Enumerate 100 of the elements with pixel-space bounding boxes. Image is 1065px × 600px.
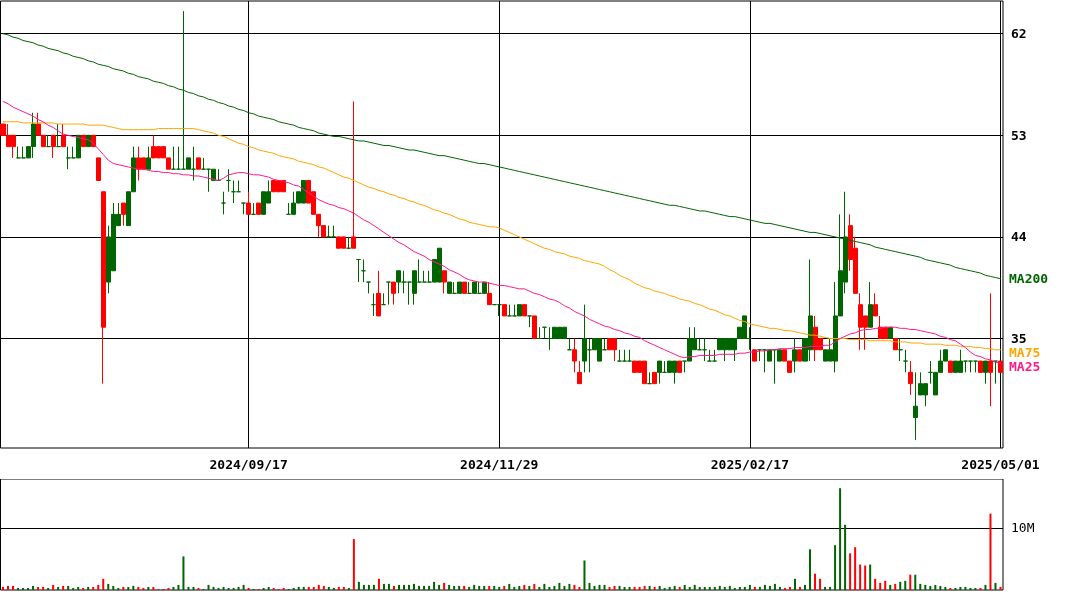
bar — [713, 586, 716, 590]
bar — [232, 587, 235, 590]
candlestick — [251, 202, 256, 215]
bar — [473, 584, 476, 590]
candlestick — [376, 270, 381, 317]
bar — [839, 488, 842, 590]
bar — [297, 586, 300, 590]
candlestick — [888, 326, 893, 340]
bar — [553, 585, 556, 590]
bar — [753, 586, 756, 590]
candlestick — [356, 258, 361, 283]
bar — [112, 585, 115, 590]
candlestick — [522, 304, 527, 317]
bar — [207, 584, 210, 590]
bar — [17, 587, 20, 590]
series-label: MA75 — [1009, 344, 1041, 360]
bar — [728, 585, 731, 590]
bar — [132, 585, 135, 590]
bar — [633, 586, 636, 590]
x-tick-label: 2024/09/17 — [209, 457, 288, 472]
bar — [212, 586, 215, 590]
bar — [107, 583, 110, 590]
bar — [327, 586, 330, 590]
bar — [568, 583, 571, 590]
bar — [453, 585, 456, 590]
bar — [518, 585, 521, 590]
bar — [944, 586, 947, 590]
candlestick — [712, 349, 717, 362]
bar — [939, 585, 942, 590]
bar — [312, 586, 315, 590]
candlestick — [76, 134, 81, 159]
bar — [488, 585, 491, 590]
bar — [874, 578, 877, 590]
bar — [904, 580, 907, 590]
bar — [603, 584, 606, 590]
bar — [854, 547, 857, 590]
bar — [743, 586, 746, 590]
candlestick — [497, 304, 502, 317]
candlestick — [998, 360, 1003, 373]
bar — [528, 585, 531, 590]
bar — [954, 587, 957, 590]
bar — [22, 587, 25, 590]
candlestick — [542, 326, 547, 340]
bar — [307, 586, 310, 590]
bar — [899, 581, 902, 590]
candlestick — [331, 225, 336, 238]
bar — [693, 584, 696, 590]
bar — [879, 582, 882, 590]
candlestick — [868, 281, 873, 328]
bar — [783, 587, 786, 590]
bar — [72, 587, 75, 590]
candlestick — [702, 338, 707, 362]
bar — [237, 586, 240, 590]
candlestick — [391, 281, 396, 306]
bar — [809, 549, 812, 590]
bar — [648, 585, 651, 590]
bar — [763, 584, 766, 590]
candlestick — [56, 123, 61, 148]
bar — [367, 584, 370, 590]
bar — [182, 556, 185, 590]
bar — [242, 584, 245, 590]
bar — [392, 585, 395, 590]
bar — [478, 585, 481, 590]
x-tick-label: 2024/11/29 — [460, 457, 539, 472]
bar — [984, 584, 987, 590]
bar — [468, 586, 471, 590]
bar — [2, 586, 4, 590]
bar — [919, 583, 922, 590]
candlestick — [221, 191, 226, 215]
bar — [668, 586, 671, 590]
bar — [834, 545, 837, 590]
bar — [122, 586, 125, 590]
bar — [638, 586, 641, 590]
bar — [463, 585, 466, 590]
bar — [543, 583, 546, 590]
bar — [513, 586, 516, 590]
bar — [608, 586, 611, 590]
bar — [423, 585, 426, 590]
bar — [869, 564, 872, 590]
bar — [493, 585, 496, 590]
candlestick — [216, 168, 221, 181]
bar — [798, 586, 801, 590]
candlestick — [677, 360, 682, 373]
bar — [382, 583, 385, 590]
candlestick — [246, 191, 251, 215]
candlestick — [101, 191, 106, 385]
bar — [768, 585, 771, 590]
bar — [548, 586, 551, 590]
bar — [42, 586, 45, 590]
bar — [758, 586, 761, 590]
bar — [433, 581, 436, 590]
candlestick — [973, 360, 978, 373]
candlestick — [567, 338, 572, 351]
candlestick — [948, 360, 953, 373]
candlestick — [572, 338, 577, 373]
bar — [523, 584, 526, 590]
bar — [397, 584, 400, 590]
bar — [292, 587, 295, 590]
bar — [62, 585, 65, 590]
bar — [748, 584, 751, 590]
